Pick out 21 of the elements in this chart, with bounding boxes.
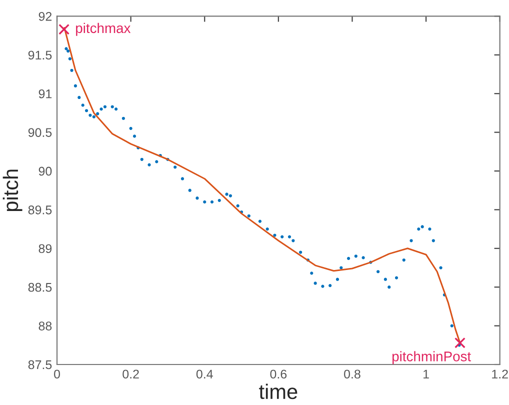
y-tick-label: 88.5 (28, 282, 52, 292)
y-tick-label: 92 (38, 12, 52, 21)
y-axis-title: pitch (2, 170, 22, 212)
y-tick-label: 90.5 (28, 128, 52, 137)
y-tick-label: 88 (38, 322, 52, 330)
y-tick-label: 90 (38, 166, 52, 176)
x-tick-label: 0.6 (270, 370, 287, 379)
x-tick-label: 0.8 (344, 370, 360, 379)
y-tick-label: 91.5 (28, 50, 52, 60)
y-tick-label: 87.5 (28, 360, 52, 370)
y-tick-label: 89.5 (28, 206, 52, 214)
x-tick-label: 0 (54, 370, 60, 379)
y-tick-label: 89 (38, 244, 52, 254)
x-axis-title: time (259, 384, 298, 400)
y-tick-label: 91 (38, 89, 52, 98)
x-tick-label: 1 (424, 370, 429, 378)
x-tick-label: 0.2 (122, 370, 139, 379)
x-tick-label: 0.4 (196, 370, 213, 379)
series-label: pitchminPost (392, 351, 471, 364)
x-tick-label: 1.2 (492, 370, 508, 378)
series-label: pitchmax (76, 22, 131, 36)
